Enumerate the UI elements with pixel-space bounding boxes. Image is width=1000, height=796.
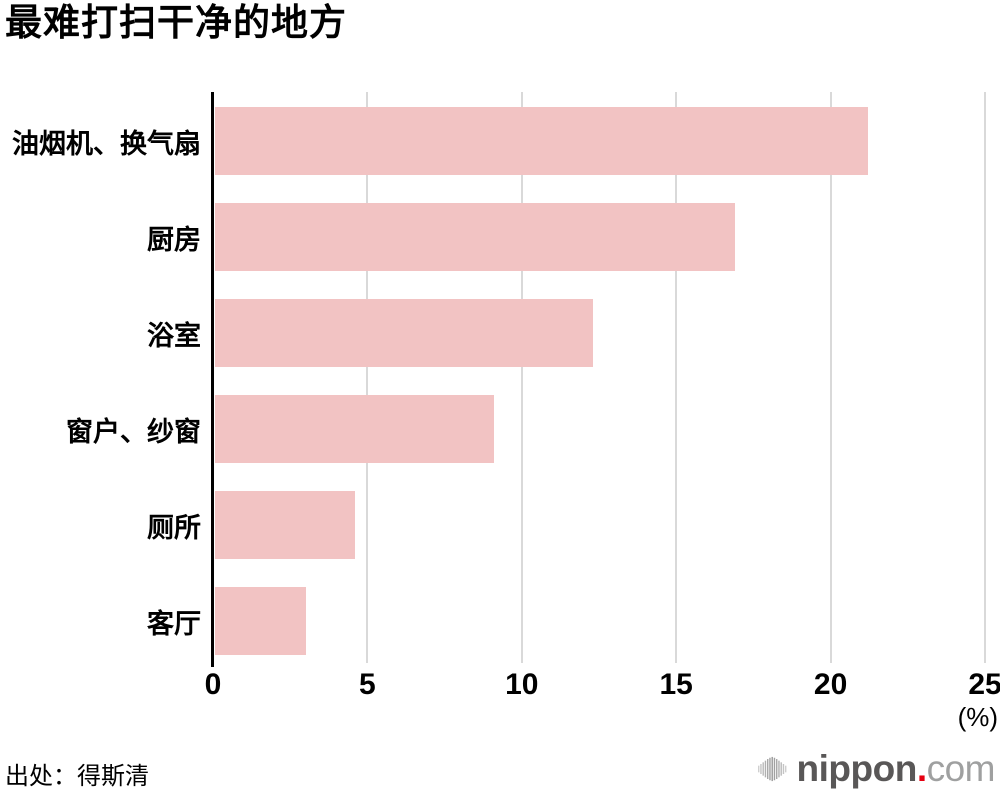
category-label-1: 油烟机、换气扇 [12, 128, 201, 159]
nippon-com-logo: nippon.com [757, 748, 996, 789]
x-axis-tick-label-10: 10 [505, 668, 539, 701]
brand-name: nippon [796, 748, 918, 789]
x-axis-tick-label-0: 0 [204, 668, 222, 701]
chart-title: 最难打扫干净的地方 [5, 2, 347, 43]
category-label-4: 窗户、纱窗 [66, 416, 201, 447]
gridline-25 [984, 92, 986, 663]
bar-4 [215, 395, 494, 463]
category-label-6: 客厅 [147, 608, 201, 639]
category-label-5: 厕所 [147, 512, 201, 543]
bar-3 [215, 299, 593, 367]
source-note: 出处：得斯清 [5, 763, 149, 790]
brand-dot: . [916, 748, 927, 789]
bar-6 [215, 587, 306, 655]
bar-1 [215, 107, 868, 175]
brand-wordmark: nippon.com [796, 748, 996, 789]
gridline-15 [675, 92, 678, 663]
y-axis-line [211, 92, 214, 667]
x-axis-tick-label-15: 15 [659, 668, 693, 701]
category-label-2: 厨房 [147, 224, 201, 255]
soundwave-bars-icon [757, 756, 786, 781]
gridline-20 [829, 92, 832, 663]
x-axis-tick-label-20: 20 [813, 668, 848, 701]
category-label-3: 浴室 [147, 320, 201, 351]
x-axis-tick-label-25: 25 [968, 668, 1000, 701]
gridline-5 [366, 92, 369, 663]
x-axis-unit-label: (%) [957, 702, 998, 732]
brand-tld: com [926, 748, 996, 789]
bar-5 [215, 491, 355, 559]
bar-2 [215, 203, 735, 271]
gridline-10 [520, 92, 523, 663]
x-axis-tick-label-5: 5 [359, 668, 376, 701]
